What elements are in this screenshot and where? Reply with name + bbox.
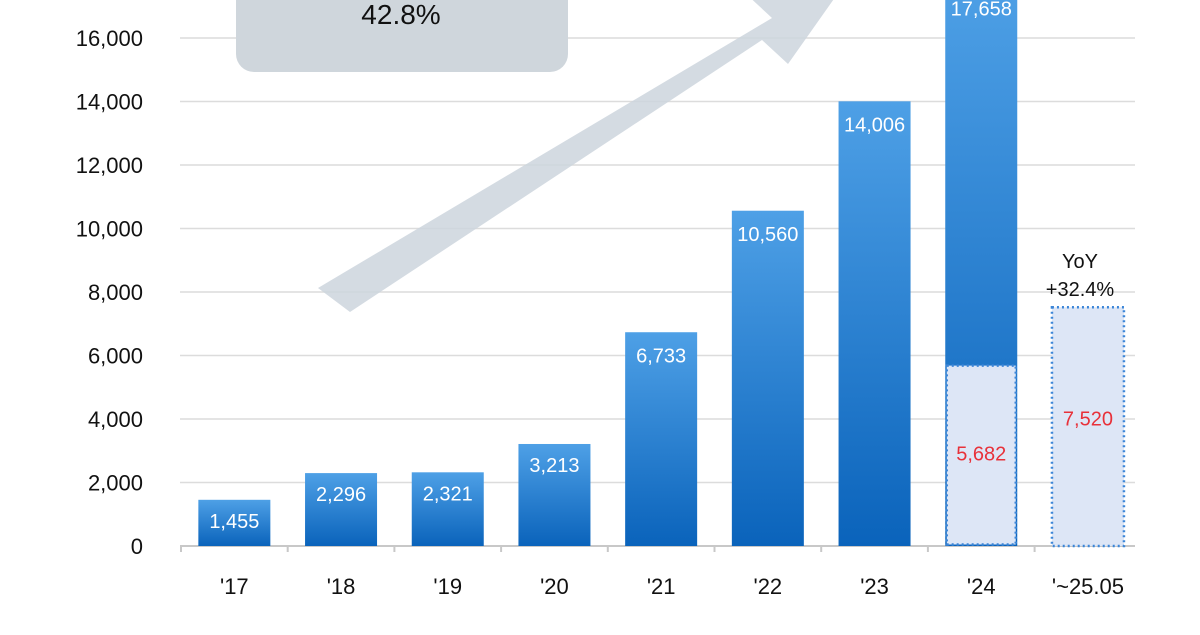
bar-value-label: 2,296 [316,484,366,506]
x-tick-label: '23 [860,574,889,599]
y-tick-label: 8,000 [88,280,143,305]
y-tick-label: 14,000 [76,90,143,115]
cagr-value: 42.8% [361,0,440,30]
bar-layer [198,0,1126,548]
y-tick-label: 6,000 [88,344,143,369]
x-tick-label: '20 [540,574,569,599]
yoy-label: YoY [1062,251,1098,273]
bar-value-label: 14,006 [844,114,905,136]
y-tick-label: 12,000 [76,153,143,178]
x-tick-label: '17 [220,574,249,599]
y-tick-label: 16,000 [76,26,143,51]
bar-value-label: 6,733 [636,345,686,367]
partial-bar [945,364,1017,546]
x-tick-label: '~25.05 [1052,574,1124,599]
y-tick-label: 0 [131,534,143,559]
decor-layer: 42.8% [236,0,834,312]
bar [731,210,804,546]
cagr-box [236,0,568,72]
bar [625,332,698,546]
partial-value-label: 5,682 [956,443,1006,465]
bar-value-label: 1,455 [209,511,259,533]
label-layer: YoY +32.4% 1,455 2,296 2,321 3,213 6,733 10,5… [209,0,1114,533]
bar-value-label: 2,321 [423,483,473,505]
bar [838,101,911,546]
x-tick-label: '19 [433,574,462,599]
growth-arrow-icon [318,0,834,312]
bar-value-label: 17,658 [951,0,1012,21]
x-tick-label: '24 [967,574,996,599]
bar-value-label: 3,213 [529,455,579,477]
bar [305,473,378,546]
bar-value-label: 7,520 [1063,408,1113,430]
x-tick-label: '18 [327,574,356,599]
axis-layer: 0 2,000 4,000 6,000 8,000 10,000 12,000 14,000 1… [76,26,1135,599]
bar [411,472,484,546]
x-tick-label: '22 [754,574,783,599]
bar-value-label: 10,560 [737,224,798,246]
bar [1050,305,1126,548]
yoy-value: +32.4% [1046,279,1115,301]
y-tick-label: 4,000 [88,407,143,432]
y-tick-label: 10,000 [76,217,143,242]
bar [198,499,271,546]
bar [518,443,591,546]
y-tick-label: 2,000 [88,471,143,496]
x-tick-label: '21 [647,574,676,599]
